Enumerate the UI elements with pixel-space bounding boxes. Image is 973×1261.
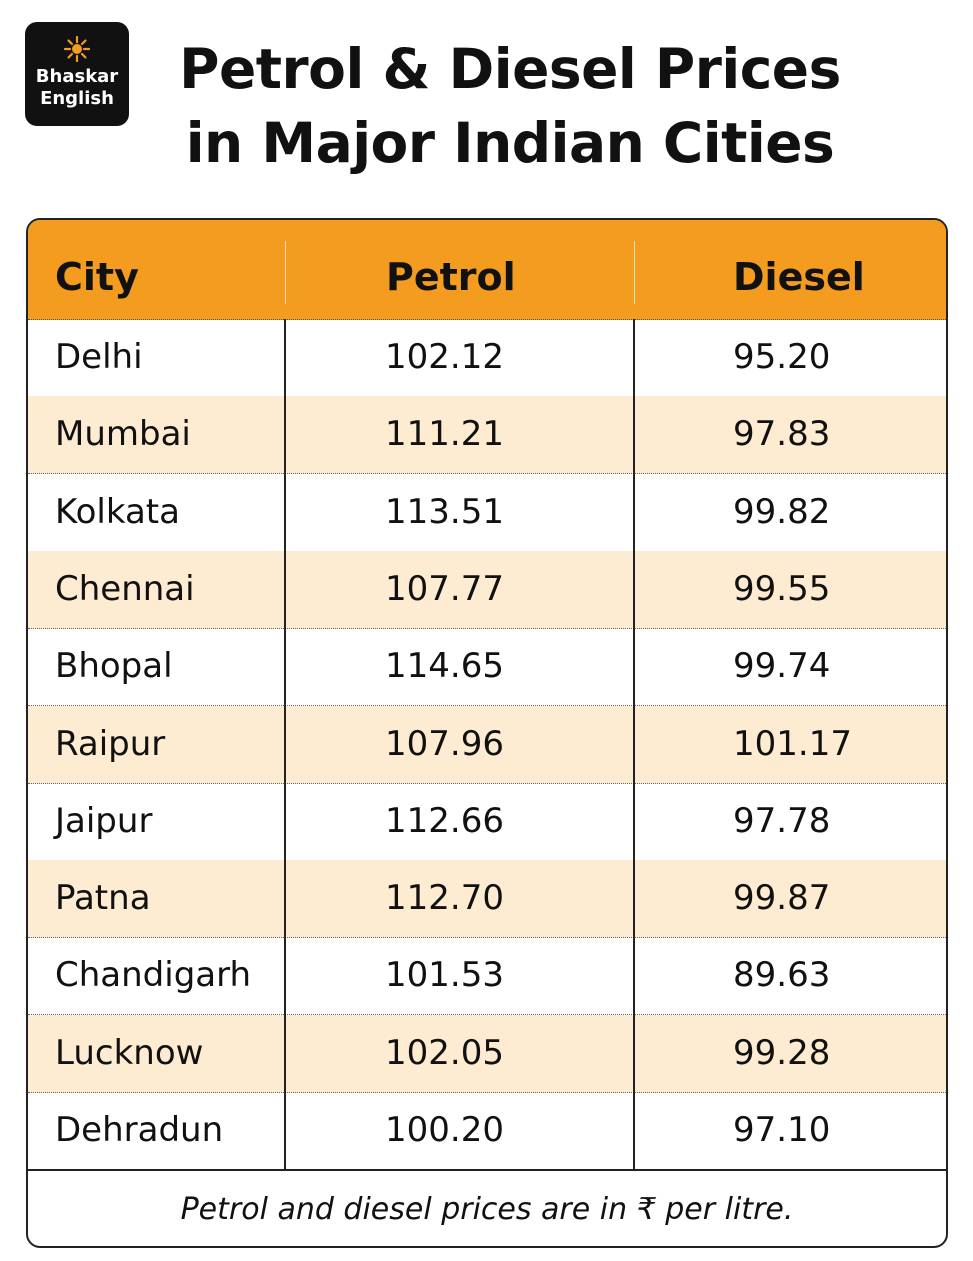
header-divider (285, 241, 286, 304)
table-row: Kolkata 113.51 99.82 (28, 474, 946, 552)
cell-petrol: 107.77 (385, 568, 504, 609)
page-title: Petrol & Diesel Prices in Major Indian C… (150, 32, 870, 180)
table-row: Delhi 102.12 95.20 (28, 319, 946, 397)
cell-petrol: 102.05 (385, 1032, 504, 1073)
cell-diesel: 99.28 (733, 1032, 831, 1073)
table-row: Bhopal 114.65 99.74 (28, 628, 946, 707)
cell-city: Raipur (55, 723, 166, 764)
cell-diesel: 99.74 (733, 646, 831, 687)
table-row: Chennai 107.77 99.55 (28, 550, 946, 629)
column-header-city: City (55, 255, 139, 299)
price-table: City Petrol Diesel Delhi 102.12 95.20 Mumba… (26, 218, 948, 1248)
sun-icon (64, 36, 90, 62)
column-divider (284, 319, 286, 1169)
brand-name-line2: English (40, 88, 114, 109)
cell-city: Kolkata (55, 491, 180, 532)
cell-city: Delhi (55, 337, 143, 377)
cell-diesel: 97.10 (733, 1110, 831, 1150)
cell-petrol: 101.53 (385, 955, 504, 996)
cell-petrol: 107.96 (385, 723, 504, 764)
header-divider (634, 241, 635, 304)
column-divider (633, 319, 635, 1169)
title-line2: in Major Indian Cities (185, 111, 835, 175)
table-row: Raipur 107.96 101.17 (28, 705, 946, 784)
cell-petrol: 111.21 (385, 414, 504, 455)
cell-diesel: 89.63 (733, 955, 831, 996)
table-row: Jaipur 112.66 97.78 (28, 783, 946, 861)
cell-petrol: 100.20 (385, 1110, 504, 1150)
cell-diesel: 99.82 (733, 491, 831, 532)
cell-diesel: 99.55 (733, 568, 831, 609)
cell-city: Bhopal (55, 646, 173, 687)
title-line1: Petrol & Diesel Prices (179, 37, 841, 101)
cell-city: Chandigarh (55, 955, 252, 996)
column-header-diesel: Diesel (733, 255, 865, 299)
table-header-row: City Petrol Diesel (28, 220, 946, 320)
cell-petrol: 114.65 (385, 646, 504, 687)
cell-petrol: 113.51 (385, 491, 504, 532)
table-footnote: Petrol and diesel prices are in ₹ per li… (28, 1169, 946, 1246)
table-row: Dehradun 100.20 97.10 (28, 1092, 946, 1170)
cell-city: Patna (55, 878, 151, 919)
column-header-petrol: Petrol (386, 255, 516, 299)
cell-city: Dehradun (55, 1110, 224, 1150)
cell-diesel: 99.87 (733, 878, 831, 919)
cell-city: Mumbai (55, 414, 191, 455)
cell-petrol: 112.66 (385, 800, 504, 841)
table-row: Chandigarh 101.53 89.63 (28, 937, 946, 1016)
brand-logo: Bhaskar English (25, 22, 129, 126)
cell-diesel: 95.20 (733, 337, 831, 377)
cell-petrol: 112.70 (385, 878, 504, 919)
cell-city: Jaipur (55, 800, 153, 841)
cell-diesel: 101.17 (733, 723, 852, 764)
cell-petrol: 102.12 (385, 337, 504, 377)
brand-name-line1: Bhaskar (35, 66, 119, 87)
cell-city: Chennai (55, 568, 195, 609)
cell-diesel: 97.83 (733, 414, 831, 455)
table-row: Mumbai 111.21 97.83 (28, 396, 946, 475)
cell-diesel: 97.78 (733, 800, 831, 841)
table-row: Lucknow 102.05 99.28 (28, 1014, 946, 1093)
table-row: Patna 112.70 99.87 (28, 860, 946, 939)
cell-city: Lucknow (55, 1032, 204, 1073)
